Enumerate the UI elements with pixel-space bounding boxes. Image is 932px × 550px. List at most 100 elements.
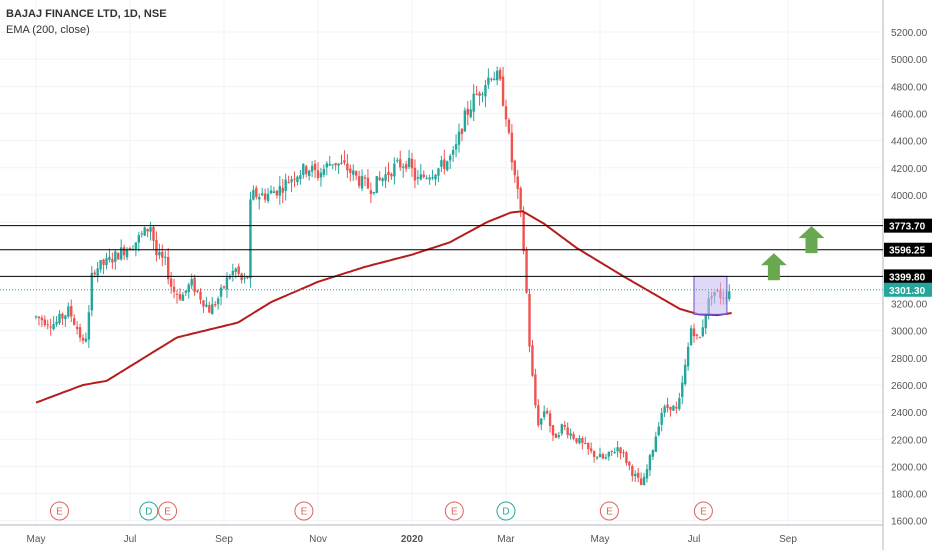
candle-body <box>689 328 693 346</box>
candle-body <box>498 69 502 80</box>
candle-body <box>657 426 660 436</box>
candle-body <box>504 106 508 120</box>
event-marker[interactable] <box>599 501 619 521</box>
event-marker[interactable] <box>50 501 69 521</box>
candle-body <box>375 176 378 194</box>
candle-body <box>522 211 525 252</box>
candle-body <box>692 328 696 337</box>
event-marker[interactable] <box>158 501 178 521</box>
candle-body <box>422 174 425 178</box>
candle-body <box>87 312 91 340</box>
event-marker[interactable] <box>496 501 516 521</box>
y-tick-label: 2600.00 <box>891 381 928 392</box>
candle-body <box>378 177 381 180</box>
candle-body <box>578 437 581 444</box>
candle-body <box>548 413 552 426</box>
candle-body <box>140 233 143 235</box>
candle-body <box>228 277 232 279</box>
candle-body <box>287 182 290 184</box>
ema-200-line[interactable] <box>35 210 732 404</box>
candle-body <box>208 305 211 313</box>
candle-body <box>484 85 487 97</box>
candle-body <box>337 163 340 166</box>
candle-body <box>258 196 261 200</box>
candle-body <box>493 78 496 81</box>
candle-body <box>542 411 546 418</box>
candle-body <box>49 326 52 328</box>
y-tick-label: 4400.00 <box>891 137 928 148</box>
candle-body <box>290 179 293 183</box>
candle-body <box>360 175 364 189</box>
y-tick-label: 1600.00 <box>891 517 928 528</box>
candle-body <box>534 374 537 406</box>
candle-body <box>460 129 464 135</box>
candle-body <box>581 438 584 443</box>
event-marker[interactable] <box>294 501 314 521</box>
candle-body <box>278 186 282 196</box>
candle-body <box>178 294 182 300</box>
candle-body <box>269 190 273 194</box>
candle-body <box>613 452 616 454</box>
candle-body <box>434 174 437 180</box>
candle-body <box>354 171 358 176</box>
candle-body <box>302 164 305 176</box>
candle-body <box>307 170 311 177</box>
event-marker-letter: E <box>700 507 707 518</box>
candle-body <box>601 454 605 459</box>
candle-body <box>537 405 540 426</box>
candle-body <box>410 158 414 169</box>
candle-body <box>64 315 67 320</box>
candle-body <box>34 316 38 318</box>
candle-body <box>352 170 355 175</box>
candle-body <box>666 404 669 409</box>
candle-body <box>672 405 675 411</box>
x-tick-label: Nov <box>309 534 327 545</box>
candle-body <box>310 165 314 172</box>
x-tick-label: Jul <box>688 534 701 545</box>
y-tick-label: 4600.00 <box>891 109 928 120</box>
candle-body <box>604 457 608 459</box>
x-tick-label: Sep <box>215 534 233 545</box>
candle-body <box>155 239 158 256</box>
event-marker[interactable] <box>139 501 159 521</box>
y-tick-label: 5200.00 <box>891 28 928 39</box>
candle-body <box>645 469 649 479</box>
candle-body <box>299 175 302 180</box>
candle-body <box>431 177 434 179</box>
candle-body <box>381 178 384 182</box>
candle-body <box>175 293 179 295</box>
candle-body <box>296 176 299 183</box>
candle-body <box>572 434 575 439</box>
candle-body <box>61 313 64 319</box>
candle-body <box>272 191 276 194</box>
candle-body <box>211 304 214 315</box>
candle-body <box>554 433 558 438</box>
candle-body <box>425 177 428 179</box>
candle-body <box>111 259 114 263</box>
candle-body <box>164 256 167 258</box>
candle-body <box>260 193 264 196</box>
candle-body <box>99 260 102 270</box>
highlight-box[interactable] <box>693 275 728 315</box>
candle-body <box>237 266 240 274</box>
candle-body <box>55 321 58 325</box>
candle-body <box>122 247 126 256</box>
candle-body <box>357 176 361 186</box>
candle-body <box>134 242 138 250</box>
candle-body <box>519 188 522 210</box>
y-tick-label: 2800.00 <box>891 354 928 365</box>
candle-body <box>193 277 196 293</box>
event-marker[interactable] <box>693 501 713 521</box>
candle-body <box>683 364 687 385</box>
candle-body <box>466 108 470 115</box>
candle-body <box>117 252 120 260</box>
chart-legend: BAJAJ FINANCE LTD, 1D, NSE EMA (200, clo… <box>6 6 167 38</box>
y-tick-label: 2200.00 <box>891 435 928 446</box>
candle-body <box>263 193 267 200</box>
candle-body <box>181 294 185 301</box>
candle-body <box>246 277 249 279</box>
event-marker[interactable] <box>444 501 464 521</box>
candle-body <box>96 268 99 276</box>
